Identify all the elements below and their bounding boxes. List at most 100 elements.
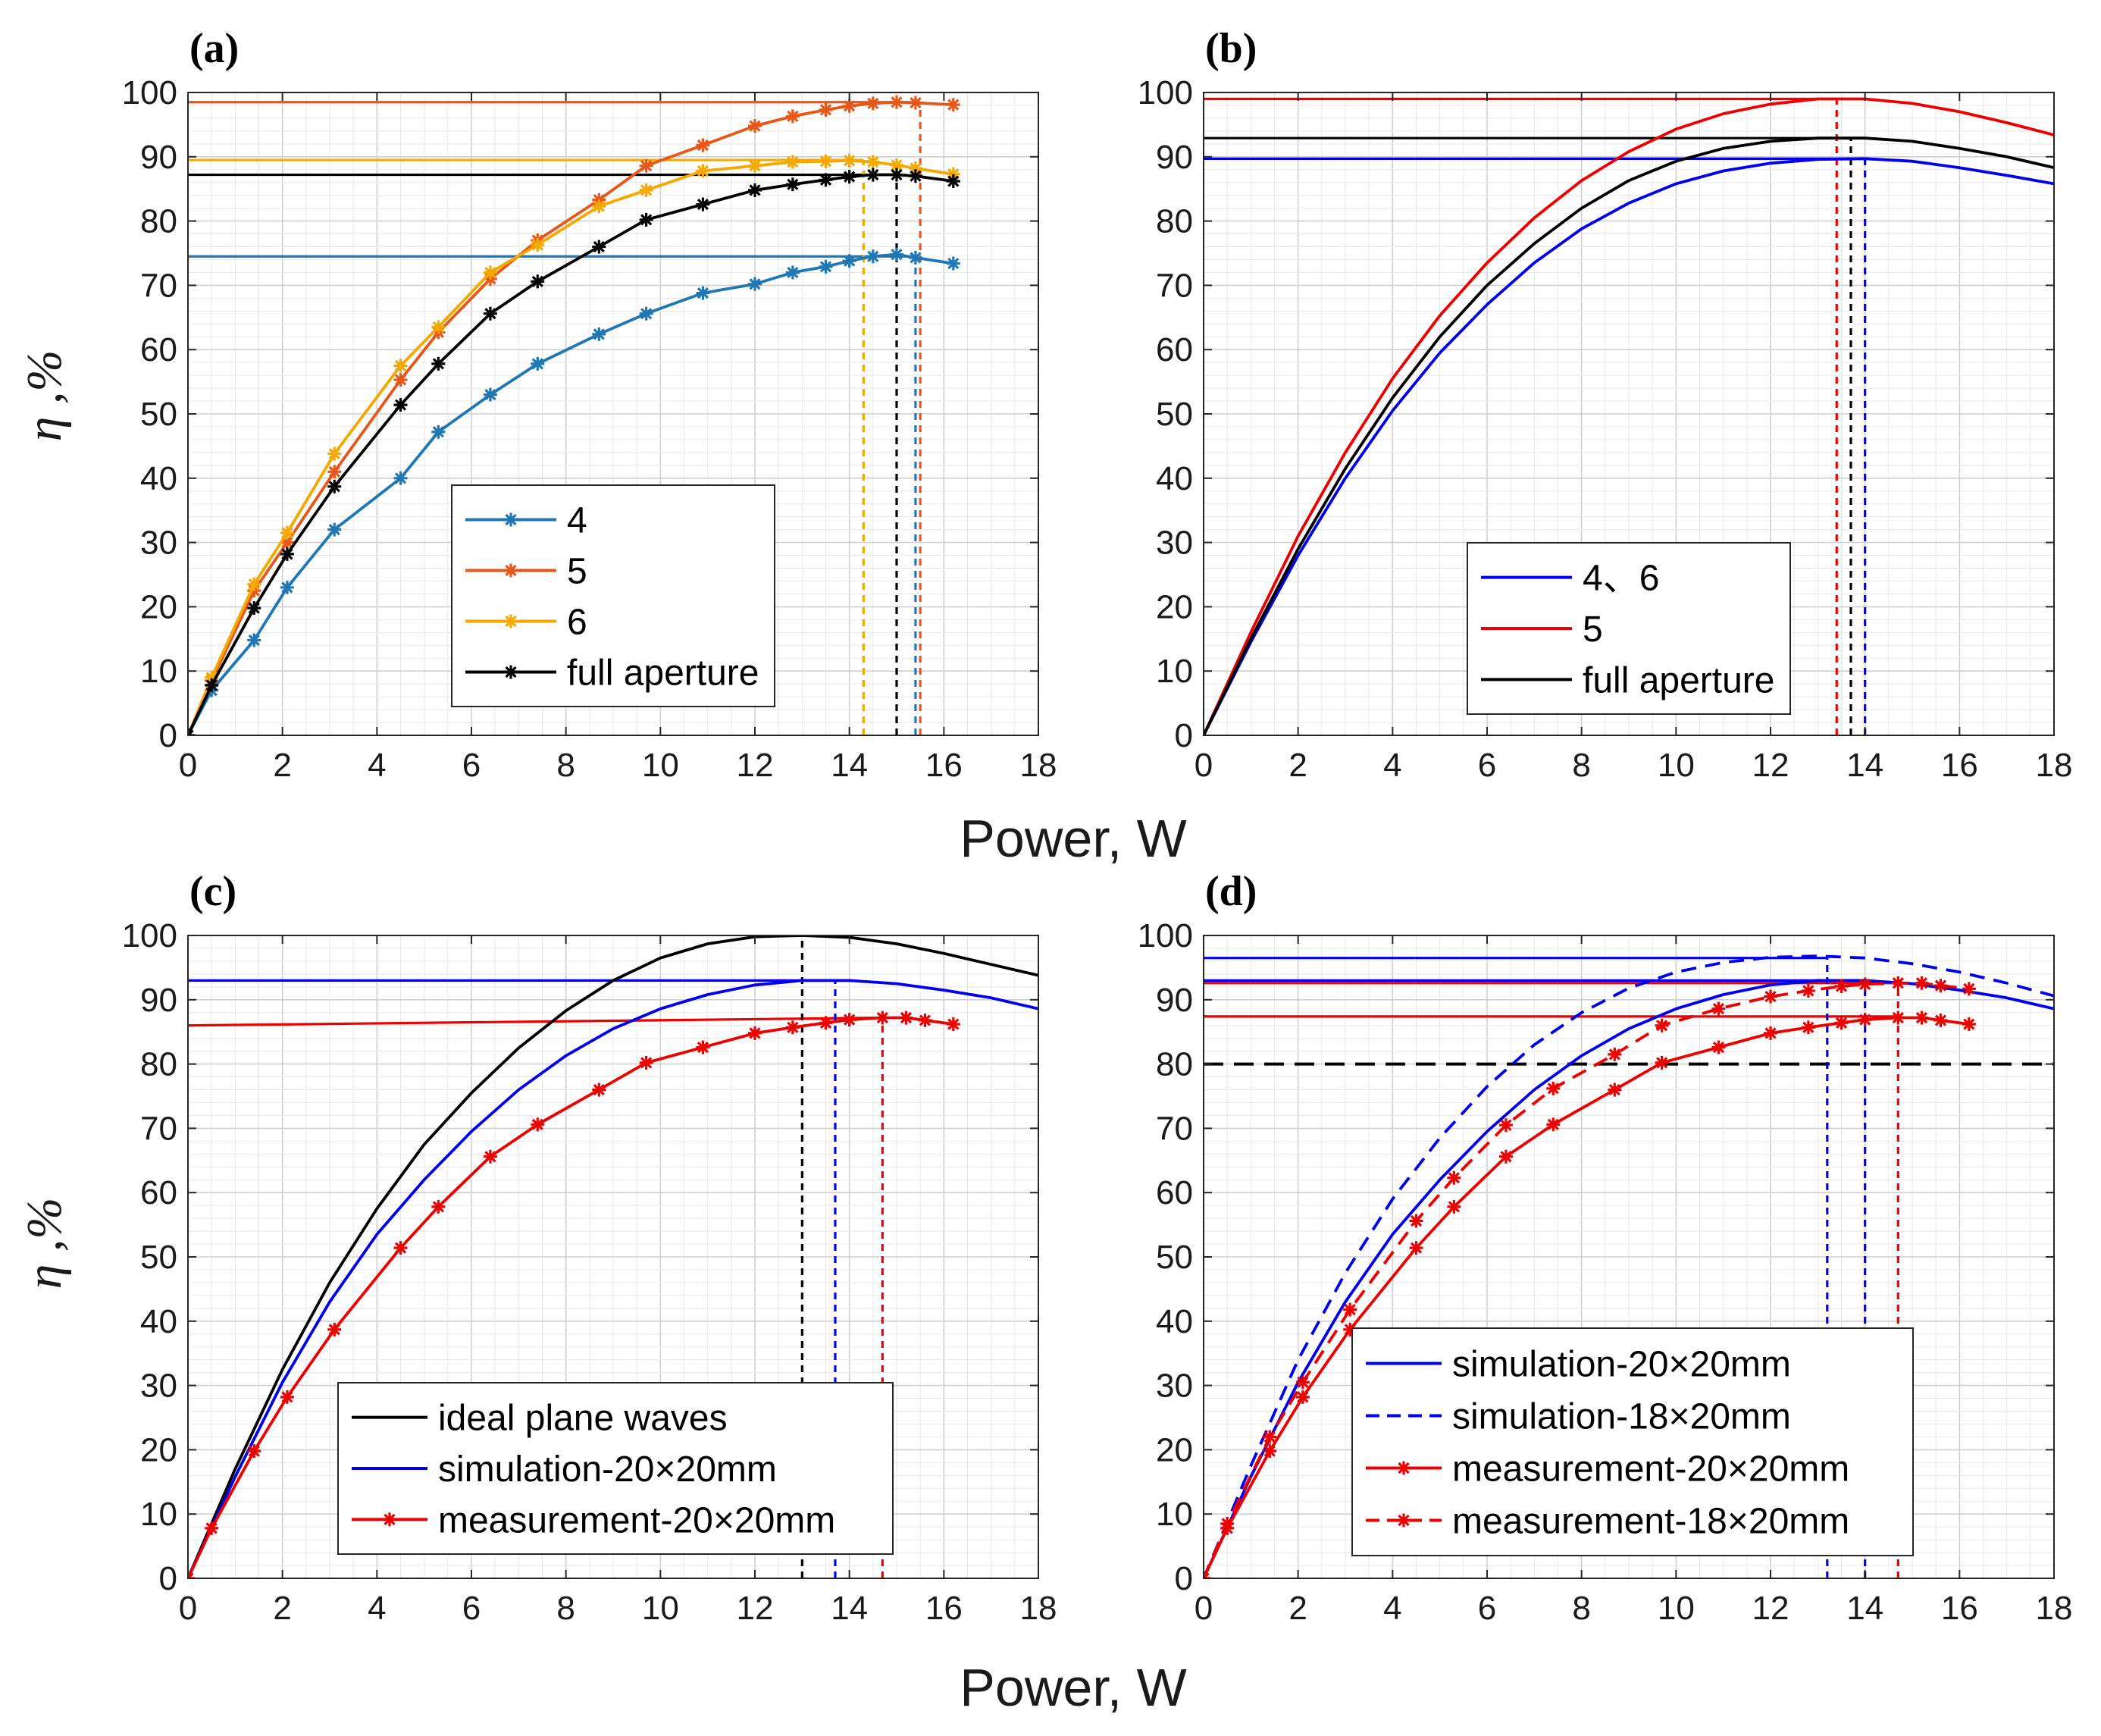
y-tick-label: 70 bbox=[140, 267, 177, 304]
data-point-marker bbox=[1891, 976, 1905, 990]
data-point-marker bbox=[1655, 1018, 1669, 1033]
x-tick-label: 4 bbox=[368, 747, 386, 784]
data-point-marker bbox=[908, 250, 922, 265]
series-line bbox=[188, 935, 1038, 1578]
data-point-marker bbox=[639, 158, 653, 173]
data-point-marker bbox=[946, 256, 960, 271]
x-axis-label-bottom: Power, W bbox=[960, 1658, 1187, 1717]
data-point-marker bbox=[1263, 1430, 1277, 1444]
legend-label: measurement-20×20mm bbox=[1452, 1449, 1849, 1490]
y-tick-label: 80 bbox=[1156, 203, 1193, 240]
data-point-marker bbox=[842, 1013, 856, 1027]
data-point-marker bbox=[592, 1083, 606, 1097]
data-point-marker bbox=[819, 173, 833, 187]
data-point-marker bbox=[205, 1521, 219, 1535]
data-point-marker bbox=[1409, 1241, 1423, 1255]
data-point-marker bbox=[748, 158, 762, 173]
data-point-marker bbox=[748, 183, 762, 197]
chart-panel-a: 0 2 4 6 8 10 12 14 16 18 0 10 20 30 40 50 60 70 80 90 100 (a)… bbox=[122, 25, 1057, 784]
data-point-marker bbox=[531, 274, 545, 289]
x-tick-label: 6 bbox=[1478, 747, 1496, 784]
data-point-marker bbox=[280, 547, 294, 561]
data-point-marker bbox=[866, 155, 880, 169]
data-point-marker bbox=[1655, 1055, 1669, 1070]
series-b-2 bbox=[1204, 136, 2054, 735]
y-tick-label: 20 bbox=[140, 1431, 177, 1468]
panels-layer: 0 2 4 6 8 10 12 14 16 180102030405060708090100(a)… bbox=[122, 25, 2073, 1627]
series-line bbox=[1204, 97, 2054, 735]
legend-label: 4 bbox=[567, 501, 587, 541]
series-b-1 bbox=[1204, 97, 2054, 735]
panel-label: (b) bbox=[1205, 25, 1257, 72]
y-tick-label: 80 bbox=[140, 203, 177, 240]
data-point-marker bbox=[866, 96, 880, 111]
data-point-marker bbox=[327, 522, 342, 537]
y-tick-label: 60 bbox=[140, 1174, 177, 1211]
data-point-marker bbox=[785, 109, 800, 124]
y-tick-label: 90 bbox=[1156, 982, 1193, 1019]
legend-label: simulation-20×20mm bbox=[1452, 1345, 1791, 1385]
data-point-marker bbox=[748, 1026, 762, 1040]
data-point-marker bbox=[748, 277, 762, 291]
x-tick-label: 16 bbox=[925, 1590, 963, 1627]
series-a-2 bbox=[188, 153, 960, 735]
data-point-marker bbox=[1915, 1011, 1929, 1025]
x-tick-label: 14 bbox=[1846, 1590, 1883, 1627]
legend-box bbox=[1351, 1327, 1914, 1556]
legend-marker bbox=[504, 614, 518, 628]
data-point-marker bbox=[327, 447, 342, 461]
data-point-marker bbox=[899, 1011, 913, 1025]
series-line bbox=[1204, 136, 2054, 735]
legend-label: 5 bbox=[567, 552, 587, 592]
x-tick-label: 8 bbox=[1572, 747, 1590, 784]
x-tick-label: 2 bbox=[273, 747, 291, 784]
legend-marker bbox=[504, 563, 518, 578]
data-point-marker bbox=[1608, 1047, 1622, 1061]
data-point-marker bbox=[842, 254, 856, 268]
chart-panel-d: 0 2 4 6 8 10 12 14 16 18 0 10 20 30 40 50 60 70 80 90 100 (d)… bbox=[1138, 868, 2073, 1627]
data-point-marker bbox=[431, 1199, 446, 1214]
legend: 4 5 6 full aperture bbox=[451, 484, 775, 707]
data-point-marker bbox=[1498, 1118, 1513, 1133]
x-tick-label: 0 bbox=[179, 1590, 197, 1627]
x-tick-label: 6 bbox=[462, 747, 481, 784]
x-tick-label: 12 bbox=[737, 1590, 774, 1627]
data-point-marker bbox=[819, 102, 833, 117]
y-tick-label: 90 bbox=[140, 139, 177, 176]
y-tick-label: 90 bbox=[1156, 139, 1193, 176]
panel-label: (a) bbox=[189, 25, 239, 72]
legend-marker bbox=[504, 665, 518, 679]
x-tick-label: 2 bbox=[1288, 1590, 1307, 1627]
data-point-marker bbox=[483, 387, 497, 402]
x-tick-label: 18 bbox=[1020, 747, 1057, 784]
legend-box bbox=[451, 484, 775, 707]
y-tick-label: 40 bbox=[140, 1303, 177, 1340]
data-point-marker bbox=[696, 286, 710, 300]
legend: simulation-20×20mm simulation-18×20mm meas… bbox=[1351, 1327, 1914, 1556]
series-line bbox=[1204, 979, 2054, 1578]
y-tick-label: 30 bbox=[140, 525, 177, 562]
x-tick-label: 14 bbox=[831, 1590, 868, 1627]
data-point-marker bbox=[696, 197, 710, 212]
y-tick-label: 40 bbox=[140, 460, 177, 497]
series-a-0 bbox=[188, 247, 960, 735]
y-tick-label: 30 bbox=[140, 1368, 177, 1405]
data-point-marker bbox=[327, 479, 342, 494]
series-line bbox=[1204, 981, 1970, 1578]
x-tick-label: 16 bbox=[925, 747, 963, 784]
data-point-marker bbox=[483, 306, 497, 321]
data-point-marker bbox=[247, 633, 261, 647]
data-point-marker bbox=[785, 1020, 800, 1035]
data-point-marker bbox=[483, 1149, 497, 1164]
x-tick-label: 8 bbox=[556, 747, 575, 784]
data-point-marker bbox=[1204, 1571, 1210, 1578]
data-point-marker bbox=[531, 237, 545, 252]
legend-marker bbox=[504, 512, 518, 527]
y-tick-label: 80 bbox=[140, 1046, 177, 1083]
legend-label: measurement-18×20mm bbox=[1452, 1502, 1849, 1542]
data-point-marker bbox=[908, 169, 922, 183]
data-point-marker bbox=[205, 678, 219, 692]
legend-label: 5 bbox=[1583, 609, 1603, 650]
x-tick-label: 18 bbox=[1020, 1590, 1057, 1627]
data-point-marker bbox=[890, 95, 903, 109]
